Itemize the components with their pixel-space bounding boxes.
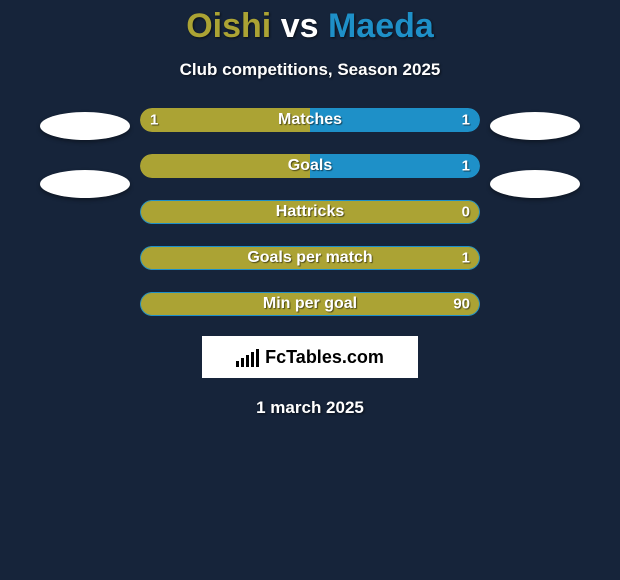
stat-bar: Goals per match 1 bbox=[140, 246, 480, 270]
title-player2: Maeda bbox=[328, 7, 434, 45]
watermark-text: FcTables.com bbox=[265, 347, 384, 368]
title-player1: Oishi bbox=[186, 7, 271, 45]
left-avatars bbox=[30, 108, 140, 316]
stat-bar: Hattricks 0 bbox=[140, 200, 480, 224]
stats-section: Matches 1 1 Goals 1 Hattricks 0 Goals per match… bbox=[0, 108, 620, 316]
bar-value-right: 1 bbox=[462, 250, 470, 267]
bar-label: Goals bbox=[288, 157, 332, 175]
avatar bbox=[40, 170, 130, 198]
bar-fill-left bbox=[140, 154, 310, 178]
avatar bbox=[490, 170, 580, 198]
bar-label: Hattricks bbox=[276, 203, 344, 221]
bar-label: Min per goal bbox=[263, 295, 357, 313]
bar-value-right: 90 bbox=[453, 296, 470, 313]
avatar bbox=[40, 112, 130, 140]
bars-column: Matches 1 1 Goals 1 Hattricks 0 Goals per match… bbox=[140, 108, 480, 316]
right-avatars bbox=[480, 108, 590, 316]
title-vs: vs bbox=[281, 7, 319, 45]
bar-label: Matches bbox=[278, 111, 342, 129]
bar-label: Goals per match bbox=[247, 249, 372, 267]
page-title: Oishi vs Maeda bbox=[186, 4, 434, 48]
root: Oishi vs Maeda Club competitions, Season… bbox=[0, 0, 620, 418]
stat-bar: Goals 1 bbox=[140, 154, 480, 178]
stat-bar: Matches 1 1 bbox=[140, 108, 480, 132]
bar-value-right: 1 bbox=[462, 158, 470, 175]
avatar bbox=[490, 112, 580, 140]
bar-fill-right bbox=[310, 154, 480, 178]
date-label: 1 march 2025 bbox=[256, 398, 364, 418]
watermark: FcTables.com bbox=[202, 336, 418, 378]
bar-value-left: 1 bbox=[150, 112, 158, 129]
bar-chart-icon bbox=[236, 347, 259, 367]
subtitle: Club competitions, Season 2025 bbox=[180, 60, 441, 80]
bar-value-right: 0 bbox=[462, 204, 470, 221]
bar-value-right: 1 bbox=[462, 112, 470, 129]
stat-bar: Min per goal 90 bbox=[140, 292, 480, 316]
